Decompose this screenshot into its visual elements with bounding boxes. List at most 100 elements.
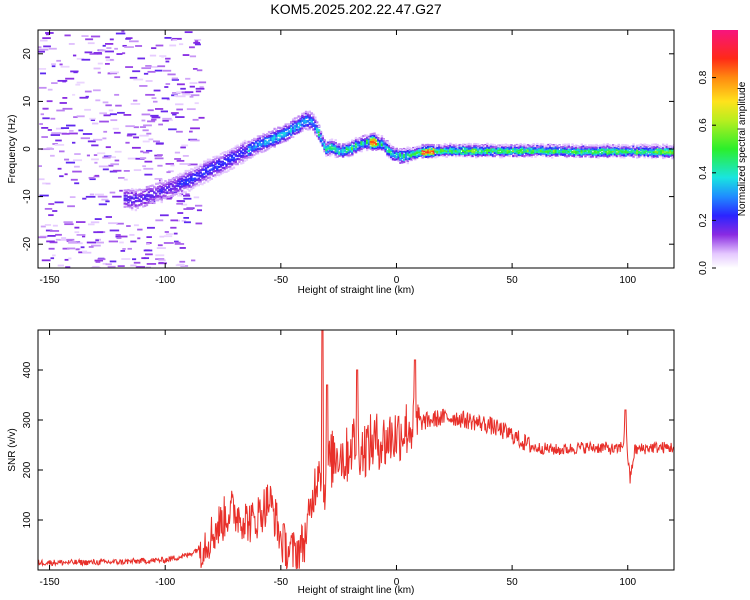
ridge-cell	[406, 157, 410, 161]
ridge-cell	[179, 188, 182, 192]
ridge-cell	[391, 150, 395, 153]
noise-cell	[109, 113, 117, 116]
ridge-cell	[291, 131, 295, 135]
ridge-cell	[441, 154, 445, 157]
noise-cell	[193, 196, 200, 199]
ridge-cell	[543, 152, 546, 155]
ridge-cell	[619, 154, 622, 157]
ridge-cell	[541, 143, 545, 146]
ridge-cell	[134, 209, 138, 212]
ridge-cell	[515, 144, 519, 147]
ridge-cell	[266, 133, 269, 136]
ridge-cell	[621, 156, 624, 159]
ridge-cell	[563, 147, 567, 150]
ridge-cell	[591, 155, 595, 158]
noise-cell	[112, 169, 122, 172]
ridge-cell	[315, 121, 319, 124]
ridge-cell	[230, 149, 234, 152]
noise-cell	[167, 73, 176, 76]
noise-cell	[160, 110, 168, 113]
ridge-cell	[421, 147, 424, 151]
ridge-cell	[330, 143, 334, 146]
ridge-cell	[125, 202, 128, 206]
ridge-cell	[373, 137, 376, 140]
ridge-cell	[462, 151, 465, 154]
ridge-cell	[149, 194, 152, 197]
ridge-cell	[308, 126, 311, 129]
ridge-cell	[364, 141, 367, 144]
ridge-cell	[600, 145, 604, 149]
ridge-cell	[584, 155, 587, 158]
ridge-cell	[552, 153, 556, 156]
ridge-cell	[375, 139, 378, 142]
ridge-cell	[415, 148, 419, 151]
ridge-cell	[295, 122, 299, 125]
ridge-cell	[166, 191, 169, 194]
noise-cell	[93, 67, 101, 70]
noise-cell	[179, 260, 186, 263]
ridge-cell	[223, 156, 226, 159]
ridge-cell	[253, 142, 256, 145]
ridge-cell	[186, 173, 189, 176]
ridge-cell	[571, 152, 574, 155]
ridge-cell	[404, 150, 408, 154]
ridge-cell	[197, 172, 200, 175]
noise-cell	[194, 102, 199, 105]
ridge-cell	[575, 148, 578, 151]
ridge-cell	[515, 152, 519, 155]
ridge-cell	[602, 155, 606, 158]
ridge-cell	[377, 140, 380, 143]
ridge-cell	[195, 184, 199, 187]
ridge-cell	[434, 156, 437, 159]
ridge-cell	[229, 160, 232, 163]
ridge-cell	[212, 160, 215, 164]
noise-cell	[98, 203, 107, 206]
ridge-cell	[275, 132, 278, 135]
ridge-cell	[484, 144, 487, 148]
ridge-cell	[499, 151, 502, 154]
ridge-cell	[462, 152, 465, 156]
ridge-cell	[267, 142, 271, 145]
ridge-cell	[619, 145, 622, 148]
noise-cell	[105, 146, 111, 149]
ridge-cell	[208, 158, 212, 161]
ridge-cell	[201, 168, 204, 171]
ridge-cell	[297, 120, 300, 123]
ridge-cell	[184, 180, 188, 184]
ridge-cell	[582, 145, 585, 148]
ridge-cell	[476, 155, 480, 158]
ridge-cell	[462, 149, 465, 152]
ridge-cell	[447, 151, 450, 155]
ridge-cell	[513, 144, 517, 147]
ridge-cell	[151, 184, 154, 187]
ridge-cell	[354, 136, 358, 140]
ridge-cell	[497, 151, 500, 154]
ridge-cell	[179, 180, 182, 183]
ridge-cell	[229, 153, 232, 156]
ridge-cell	[388, 147, 391, 150]
ridge-cell	[443, 145, 447, 148]
ridge-cell	[258, 140, 262, 143]
ridge-cell	[241, 156, 245, 159]
ridge-cell	[360, 150, 363, 153]
ridge-cell	[206, 173, 210, 176]
ridge-cell	[617, 152, 620, 155]
noise-cell	[168, 128, 177, 131]
ridge-cell	[240, 158, 243, 161]
ridge-cell	[617, 143, 620, 147]
ridge-cell	[273, 127, 276, 130]
ridge-cell	[506, 147, 509, 150]
ridge-cell	[600, 151, 604, 155]
ridge-cell	[525, 146, 528, 149]
ridge-cell	[240, 162, 243, 165]
noise-cell	[52, 224, 58, 227]
noise-cell	[62, 247, 70, 250]
ridge-cell	[449, 152, 452, 156]
ridge-cell	[204, 160, 208, 163]
noise-cell	[192, 67, 198, 70]
ridge-cell	[612, 145, 615, 148]
ridge-cell	[599, 144, 602, 147]
ridge-cell	[286, 133, 289, 136]
ridge-cell	[606, 154, 609, 157]
noise-cell	[129, 76, 138, 79]
